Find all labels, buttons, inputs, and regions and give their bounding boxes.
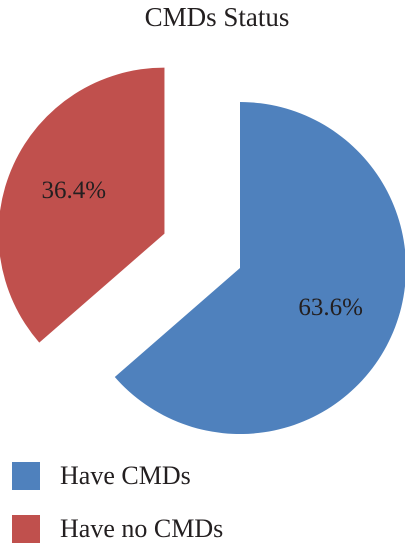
- pie-slice: [114, 102, 405, 434]
- pie-slice: [0, 67, 165, 343]
- value-label: 63.6%: [298, 294, 363, 321]
- legend-label: Have no CMDs: [60, 514, 223, 543]
- value-label: 36.4%: [42, 177, 107, 204]
- legend-swatch: [12, 462, 40, 490]
- legend-label: Have CMDs: [60, 461, 191, 490]
- legend-swatch: [12, 515, 40, 543]
- chart-title: CMDs Status: [145, 2, 290, 32]
